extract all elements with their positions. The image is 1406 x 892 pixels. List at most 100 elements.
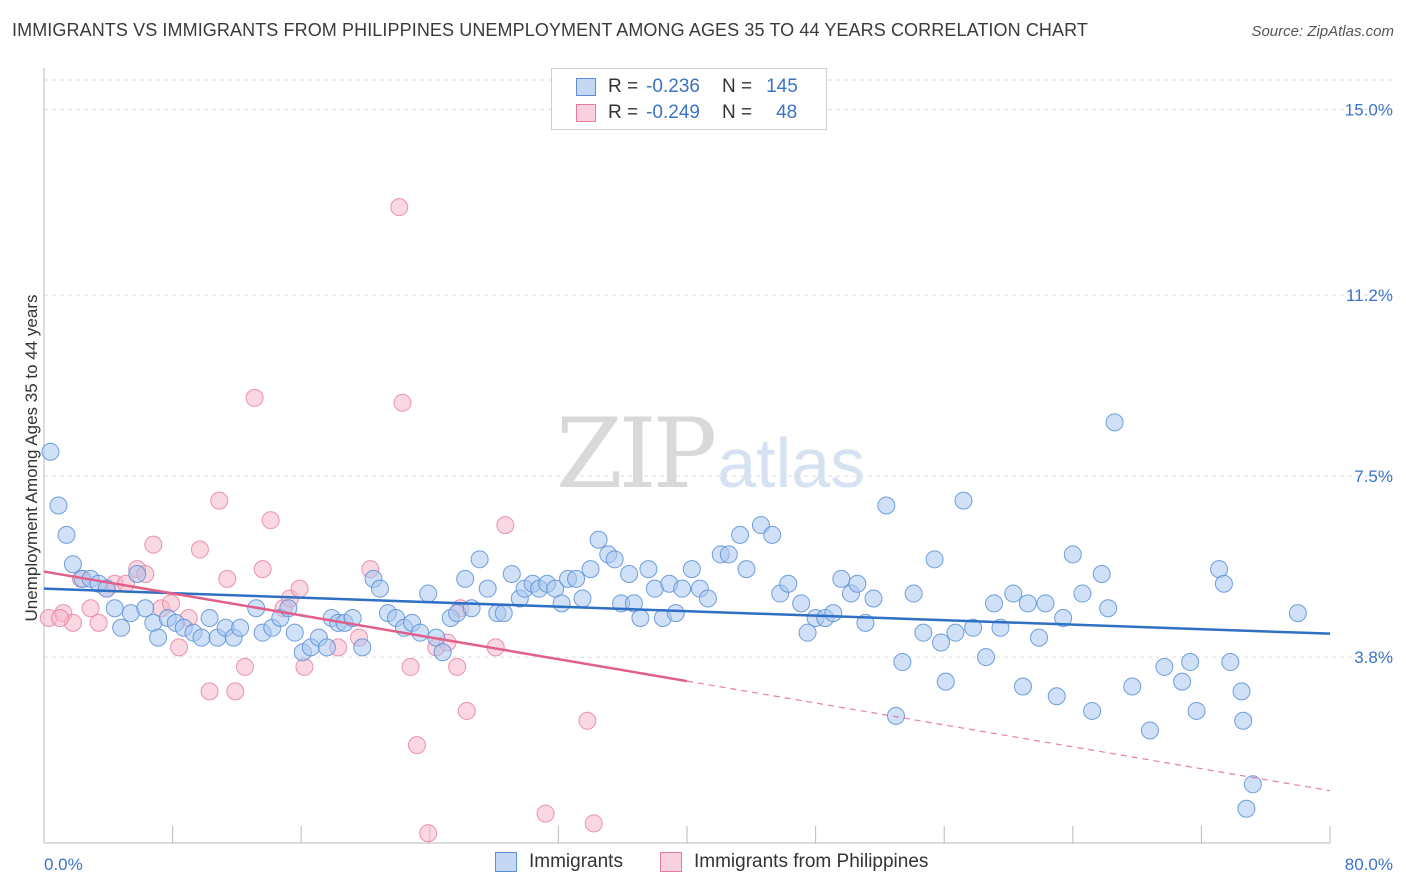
data-point-immigrants [1099, 599, 1118, 618]
data-point-immigrants [411, 623, 430, 642]
data-point-immigrants [105, 599, 124, 618]
data-point-philippines [226, 682, 245, 701]
legend-item-immigrants[interactable]: Immigrants [495, 851, 623, 873]
source-credit: Source: ZipAtlas.com [1251, 23, 1394, 40]
data-point-immigrants [231, 618, 250, 637]
data-point-immigrants [779, 574, 798, 593]
data-point-immigrants [470, 550, 489, 569]
data-point-immigrants [41, 442, 60, 461]
data-point-immigrants [419, 584, 438, 603]
trend-line-immigrants [43, 587, 1331, 635]
legend-swatch-pink [660, 852, 682, 872]
data-point-immigrants [1073, 584, 1092, 603]
gridlines [44, 79, 1395, 658]
data-point-immigrants [832, 569, 851, 588]
axes [43, 68, 1331, 844]
trend-lines [43, 570, 1331, 792]
y-tick-label: 7.5% [1354, 467, 1393, 486]
data-point-immigrants [128, 564, 147, 583]
data-point-immigrants [1105, 413, 1124, 432]
data-point-philippines [253, 560, 272, 579]
data-point-immigrants [1083, 701, 1102, 720]
data-point-immigrants [877, 496, 896, 515]
x-tick-label: 80.0% [1345, 855, 1393, 874]
data-point-immigrants [285, 623, 304, 642]
data-point-immigrants [573, 589, 592, 608]
data-point-immigrants [631, 609, 650, 628]
legend-n-label: N = [721, 102, 753, 123]
data-point-immigrants [620, 564, 639, 583]
data-point-immigrants [1054, 609, 1073, 628]
data-point-philippines [235, 657, 254, 676]
legend-r-value: -0.236 [646, 76, 700, 97]
data-point-philippines [245, 388, 264, 407]
series-legend: Immigrants Immigrants from Philippines [0, 851, 1406, 879]
data-point-immigrants [931, 633, 950, 652]
legend-swatch-pink [576, 104, 596, 122]
data-point-immigrants [317, 638, 336, 657]
data-point-immigrants [589, 530, 608, 549]
data-point-immigrants [1155, 657, 1174, 676]
data-point-philippines [496, 516, 515, 535]
data-point-immigrants [893, 653, 912, 672]
data-point-immigrants [763, 525, 782, 544]
data-point-philippines [584, 814, 603, 833]
legend-n-value: 145 [766, 76, 798, 97]
data-point-immigrants [798, 623, 817, 642]
data-point-immigrants [1013, 677, 1032, 696]
data-point-immigrants [581, 560, 600, 579]
x-tick-label: 0.0% [44, 855, 83, 874]
data-point-immigrants [57, 525, 76, 544]
data-point-immigrants [737, 560, 756, 579]
data-point-immigrants [925, 550, 944, 569]
data-point-immigrants [1030, 628, 1049, 647]
correlation-legend: R = -0.236 N = 145 R = -0.249 N = 48 [551, 68, 827, 130]
data-point-immigrants [456, 569, 475, 588]
data-point-immigrants [792, 594, 811, 613]
data-point-philippines [51, 609, 70, 628]
data-point-immigrants [848, 574, 867, 593]
data-point-philippines [536, 804, 555, 823]
data-point-immigrants [1181, 653, 1200, 672]
data-point-philippines [161, 594, 180, 613]
data-point-philippines [218, 569, 237, 588]
data-point-immigrants [1036, 594, 1055, 613]
data-point-immigrants [136, 599, 155, 618]
legend-row-immigrants: R = -0.236 N = 145 [576, 75, 798, 99]
data-point-immigrants [353, 638, 372, 657]
data-point-immigrants [864, 589, 883, 608]
trend-line-philippines-extrapolated [686, 680, 1331, 792]
data-point-philippines [457, 701, 476, 720]
data-point-immigrants [149, 628, 168, 647]
data-point-immigrants [1123, 677, 1142, 696]
y-axis-label-text: Unemployment Among Ages 35 to 44 years [22, 294, 41, 622]
chart-title: IMMIGRANTS VS IMMIGRANTS FROM PHILIPPINE… [12, 20, 1089, 40]
data-point-immigrants [433, 643, 452, 662]
data-point-philippines [401, 657, 420, 676]
data-point-immigrants [478, 579, 497, 598]
tick-labels: 3.8% 7.5% 11.2% 15.0% 0.0% 80.0% [44, 100, 1393, 874]
data-point-immigrants [936, 672, 955, 691]
data-point-immigrants [605, 550, 624, 569]
data-point-immigrants [1237, 799, 1256, 818]
data-point-immigrants [49, 496, 68, 515]
legend-label: Immigrants from Philippines [694, 851, 929, 872]
data-point-immigrants [502, 564, 521, 583]
data-point-immigrants [1004, 584, 1023, 603]
data-point-immigrants [946, 623, 965, 642]
data-point-immigrants [1234, 711, 1253, 730]
data-point-immigrants [1018, 594, 1037, 613]
data-point-immigrants [200, 609, 219, 628]
data-point-philippines [290, 579, 309, 598]
data-point-immigrants [976, 648, 995, 667]
data-point-philippines [200, 682, 219, 701]
data-point-immigrants [824, 604, 843, 623]
legend-row-philippines: R = -0.249 N = 48 [576, 101, 797, 125]
data-point-philippines [448, 657, 467, 676]
data-point-immigrants [494, 604, 513, 623]
data-point-philippines [170, 638, 189, 657]
legend-item-philippines[interactable]: Immigrants from Philippines [660, 851, 928, 873]
data-point-immigrants [1187, 701, 1206, 720]
data-point-immigrants [1221, 653, 1240, 672]
data-point-philippines [390, 198, 409, 217]
